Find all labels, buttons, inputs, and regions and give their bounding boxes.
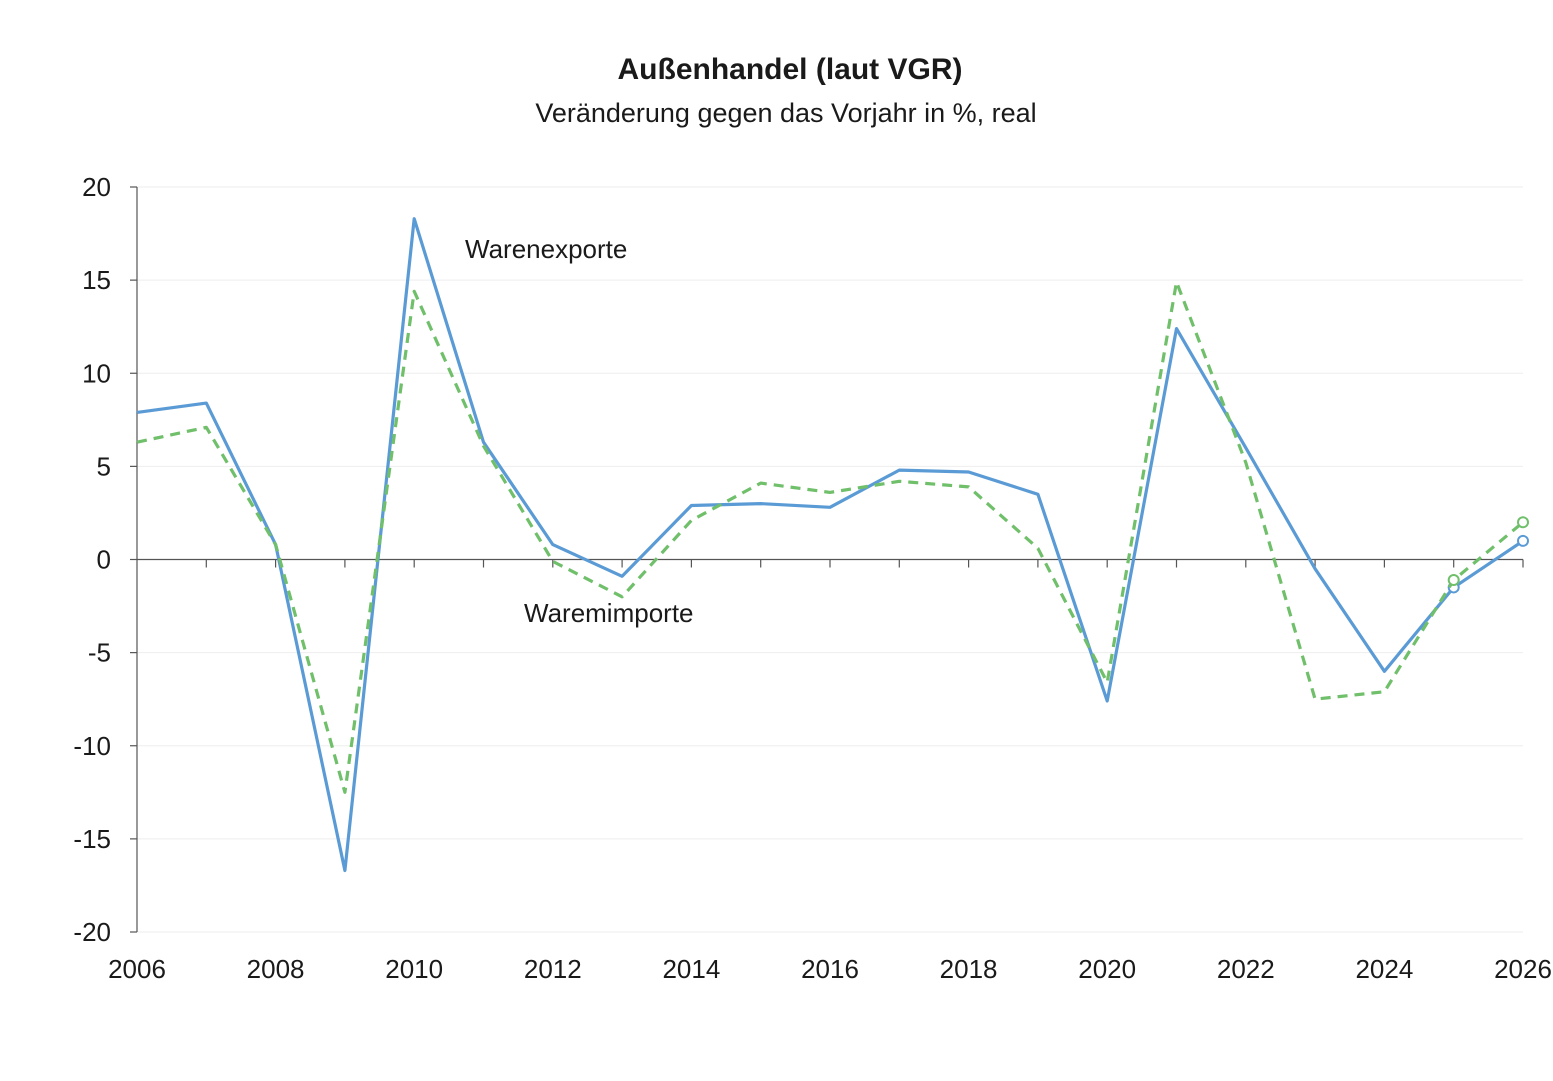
- forecast-point: [1447, 573, 1460, 586]
- y-tick-label: -10: [73, 731, 111, 761]
- x-tick-label: 2024: [1355, 954, 1413, 984]
- series-line-imports: [136, 280, 1525, 794]
- y-tick-label: -5: [88, 638, 111, 668]
- axes: [136, 187, 1524, 932]
- x-axis-ticks: 2006 2008 2010 2012 2014 2016 2018 2020 2022 2024…: [108, 954, 1552, 984]
- x-tick-label: 2012: [524, 954, 582, 984]
- y-tick-label: 10: [82, 358, 111, 388]
- y-tick-label: 0: [97, 545, 111, 575]
- y-tick-label: -20: [73, 917, 111, 947]
- x-tick-label: 2018: [940, 954, 998, 984]
- y-tick-label: 5: [97, 451, 111, 481]
- chart-subtitle: Veränderung gegen das Vorjahr in %, real: [535, 98, 1036, 128]
- series-label-imports: Waremimporte: [524, 598, 694, 628]
- forecast-point: [1517, 516, 1529, 529]
- y-tick-label: 15: [82, 265, 111, 295]
- x-tick-label: 2008: [247, 954, 305, 984]
- series-label-exports: Warenexporte: [465, 234, 627, 264]
- x-tick-label: 2022: [1217, 954, 1275, 984]
- series-line-exports: [136, 217, 1524, 873]
- x-tick-label: 2016: [801, 954, 859, 984]
- series-lines: [136, 217, 1529, 873]
- x-tick-label: 2006: [108, 954, 166, 984]
- x-tick-label: 2014: [662, 954, 720, 984]
- chart-title: Außenhandel (laut VGR): [618, 53, 963, 86]
- y-tick-label: -15: [73, 824, 111, 854]
- y-axis-ticks: 20 15 10 5 0 -5 -10 -15 -20: [73, 172, 137, 947]
- x-tick-label: 2010: [385, 954, 443, 984]
- forecast-point: [1517, 534, 1529, 547]
- y-tick-label: 20: [82, 172, 111, 202]
- x-tick-label: 2026: [1494, 954, 1552, 984]
- x-tick-label: 2020: [1078, 954, 1136, 984]
